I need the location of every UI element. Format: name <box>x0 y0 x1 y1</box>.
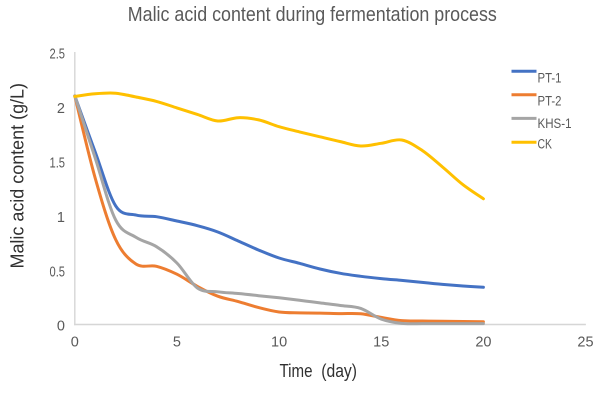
svg-text:10: 10 <box>271 335 287 351</box>
svg-text:25: 25 <box>577 335 593 351</box>
svg-text:(day): (day) <box>321 361 357 381</box>
svg-text:KHS-1: KHS-1 <box>538 116 572 131</box>
svg-text:0: 0 <box>57 319 65 335</box>
svg-text:PT-1: PT-1 <box>538 71 562 86</box>
svg-text:15: 15 <box>373 335 389 351</box>
svg-text:Time: Time <box>280 361 313 381</box>
svg-text:1: 1 <box>57 210 65 226</box>
svg-text:5: 5 <box>173 335 181 351</box>
svg-text:2: 2 <box>57 101 65 117</box>
svg-text:20: 20 <box>475 335 491 351</box>
svg-text:CK: CK <box>538 137 553 152</box>
svg-text:PT-2: PT-2 <box>538 94 562 109</box>
svg-text:Malic acid content during ferm: Malic acid content during fermentation p… <box>128 3 497 26</box>
svg-text:1.5: 1.5 <box>50 155 66 171</box>
svg-text:Malic acid content (g/L): Malic acid content (g/L) <box>7 83 28 269</box>
svg-text:0: 0 <box>71 335 79 351</box>
svg-text:2.5: 2.5 <box>50 47 66 63</box>
svg-text:0.5: 0.5 <box>50 264 66 280</box>
